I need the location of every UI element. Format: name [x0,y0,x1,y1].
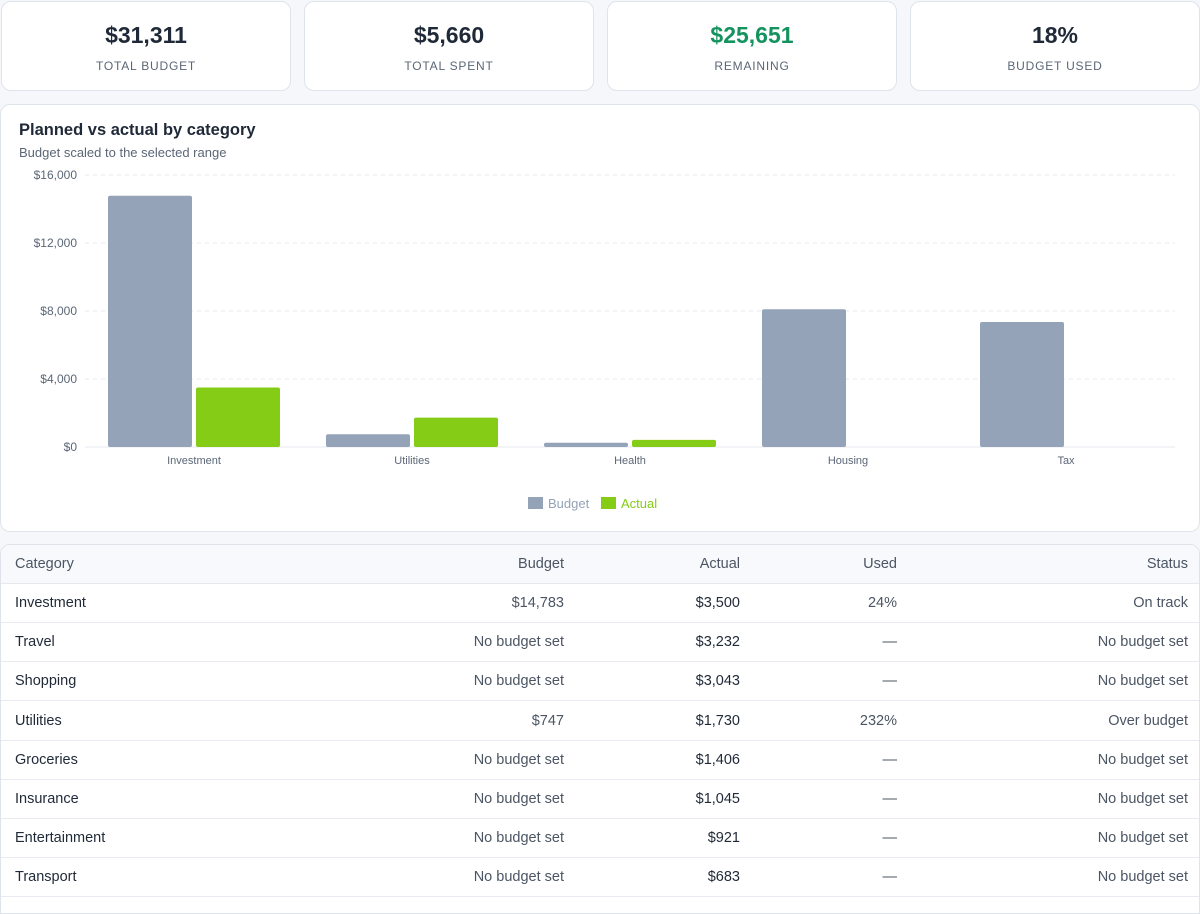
kpi-label: TOTAL BUDGET [95,59,197,73]
cell-status: No budget set [1097,830,1188,847]
bar-actual-utilities [414,417,498,447]
cell-used: 232% [859,712,897,729]
x-tick-label: Utilities [394,455,430,467]
cell-status: No budget set [1097,791,1188,807]
y-tick-label: $4,000 [40,372,77,386]
cell-budget: No budget set [473,673,564,690]
bar-actual-investment [196,387,280,447]
cell-actual: $3,232 [695,634,740,651]
table-row[interactable]: Groceries No budget set $1,406 — No budget s… [1,741,1199,780]
chart-subtitle: Budget scaled to the selected range [19,145,227,160]
y-tick-label: $16,000 [34,168,78,182]
cell-used: — [882,830,898,847]
header-category[interactable]: Category [15,556,74,572]
kpi-label: TOTAL SPENT [404,59,494,73]
table-row[interactable]: Travel No budget set $3,232 — No budget set [1,623,1199,663]
chart-title: Planned vs actual by category [19,121,256,139]
x-tick-label: Housing [828,455,868,467]
header-budget[interactable]: Budget [518,556,564,572]
kpi-card-total-budget: $31,311 TOTAL BUDGET [1,1,291,91]
table-row[interactable]: Shopping No budget set $3,043 — No budget se… [1,662,1199,702]
bar-budget-tax [980,322,1064,447]
header-used[interactable]: Used [863,556,897,572]
table-row[interactable]: Insurance No budget set $1,045 — No budget s… [1,780,1199,819]
cell-budget: No budget set [473,869,564,886]
cell-actual: $1,406 [695,751,740,768]
table-row[interactable]: Investment $14,783 $3,500 24% On track [1,584,1199,623]
bar-budget-housing [762,309,846,447]
y-tick-label: $0 [64,440,78,454]
cell-category: Utilities [15,712,62,729]
header-actual[interactable]: Actual [699,556,740,572]
kpi-card-budget-used: 18% BUDGET USED [910,1,1200,91]
cell-status: On track [1133,595,1188,611]
cell-category: Groceries [15,751,78,768]
cell-used: 24% [867,595,897,611]
cell-used: — [882,634,898,651]
legend-label-actual: Actual [621,496,657,511]
cell-category: Travel [15,634,55,651]
cell-actual: $1,730 [695,712,740,729]
bar-chart: $0 $4,000 $8,000 $12,000 $16,000 Investment Ut… [34,168,1175,511]
kpi-card-remaining: $25,651 REMAINING [607,1,897,91]
table-header: Category Budget Actual Used Status [1,545,1199,584]
cell-category: Transport [15,869,77,886]
cell-budget: No budget set [473,634,564,651]
x-tick-label: Health [614,455,646,467]
cell-actual: $1,045 [695,791,740,807]
cell-used: — [882,791,898,807]
cell-actual: $921 [707,830,740,847]
bar-budget-health [544,442,628,447]
kpi-value: 18% [1031,22,1079,48]
cell-used: — [882,751,898,768]
bar-actual-health [632,439,716,447]
cell-category: Shopping [15,673,77,690]
x-tick-label: Tax [1057,455,1075,467]
kpi-value: $5,660 [413,22,485,48]
chart-card: $0 $4,000 $8,000 $12,000 $16,000 Investment Ut… [0,104,1200,532]
y-tick-label: $12,000 [34,236,78,250]
cell-category: Entertainment [15,830,106,847]
cell-budget: $747 [531,712,564,729]
cell-actual: $683 [707,869,740,886]
bar-budget-utilities [326,434,410,447]
cell-category: Insurance [15,791,79,807]
cell-status: Over budget [1108,712,1188,729]
cell-status: No budget set [1097,673,1188,690]
table-row[interactable]: Utilities $747 $1,730 232% Over budget [1,702,1199,741]
cell-status: No budget set [1097,751,1188,768]
budget-table: Category Budget Actual Used Status Inves… [0,544,1200,914]
cell-actual: $3,043 [695,673,740,690]
table-row[interactable]: Transport No budget set $683 — No budget set [1,858,1199,898]
x-tick-label: Investment [167,455,221,467]
kpi-label: BUDGET USED [1007,59,1103,73]
cell-status: No budget set [1097,634,1188,651]
y-tick-label: $8,000 [40,304,77,318]
cell-budget: No budget set [473,830,564,847]
kpi-label: REMAINING [714,59,790,73]
bar-budget-investment [108,195,192,447]
kpi-value: $31,311 [105,22,187,48]
cell-actual: $3,500 [695,595,740,611]
cell-status: No budget set [1097,869,1188,886]
kpi-card-total-spent: $5,660 TOTAL SPENT [304,1,594,91]
kpi-row: $31,311 TOTAL BUDGET $5,660 TOTAL SPENT … [0,0,1200,92]
cell-category: Investment [15,595,86,611]
kpi-value: $25,651 [710,22,794,48]
cell-used: — [882,869,898,886]
cell-budget: No budget set [473,791,564,807]
legend-swatch-actual [601,497,616,509]
cell-used: — [882,673,898,690]
cell-budget: No budget set [473,751,564,768]
cell-budget: $14,783 [511,595,564,611]
legend-label-budget: Budget [548,496,590,511]
header-status[interactable]: Status [1146,556,1188,572]
table-row[interactable]: Entertainment No budget set $921 — No budget… [1,819,1199,859]
legend-swatch-budget [528,497,543,509]
